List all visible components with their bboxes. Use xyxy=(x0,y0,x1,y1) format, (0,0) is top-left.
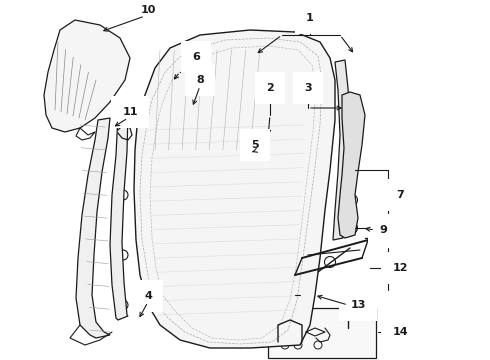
Polygon shape xyxy=(110,112,128,320)
Text: 11: 11 xyxy=(122,107,138,117)
Text: 12: 12 xyxy=(392,263,408,273)
Polygon shape xyxy=(134,30,335,348)
Polygon shape xyxy=(76,118,110,338)
Text: 6: 6 xyxy=(192,52,200,62)
FancyBboxPatch shape xyxy=(268,308,376,358)
Text: 8: 8 xyxy=(196,75,204,85)
Polygon shape xyxy=(333,60,350,240)
Text: 3: 3 xyxy=(304,83,312,93)
Text: 9: 9 xyxy=(379,225,387,235)
Text: 1: 1 xyxy=(306,13,314,23)
Text: 4: 4 xyxy=(144,291,152,301)
Text: 2: 2 xyxy=(266,83,274,93)
Text: 10: 10 xyxy=(140,5,156,15)
Polygon shape xyxy=(44,20,130,132)
Text: 5: 5 xyxy=(251,140,259,150)
Text: 13: 13 xyxy=(350,300,366,310)
Text: 14: 14 xyxy=(392,327,408,337)
Polygon shape xyxy=(338,92,365,238)
Text: 7: 7 xyxy=(396,190,404,200)
